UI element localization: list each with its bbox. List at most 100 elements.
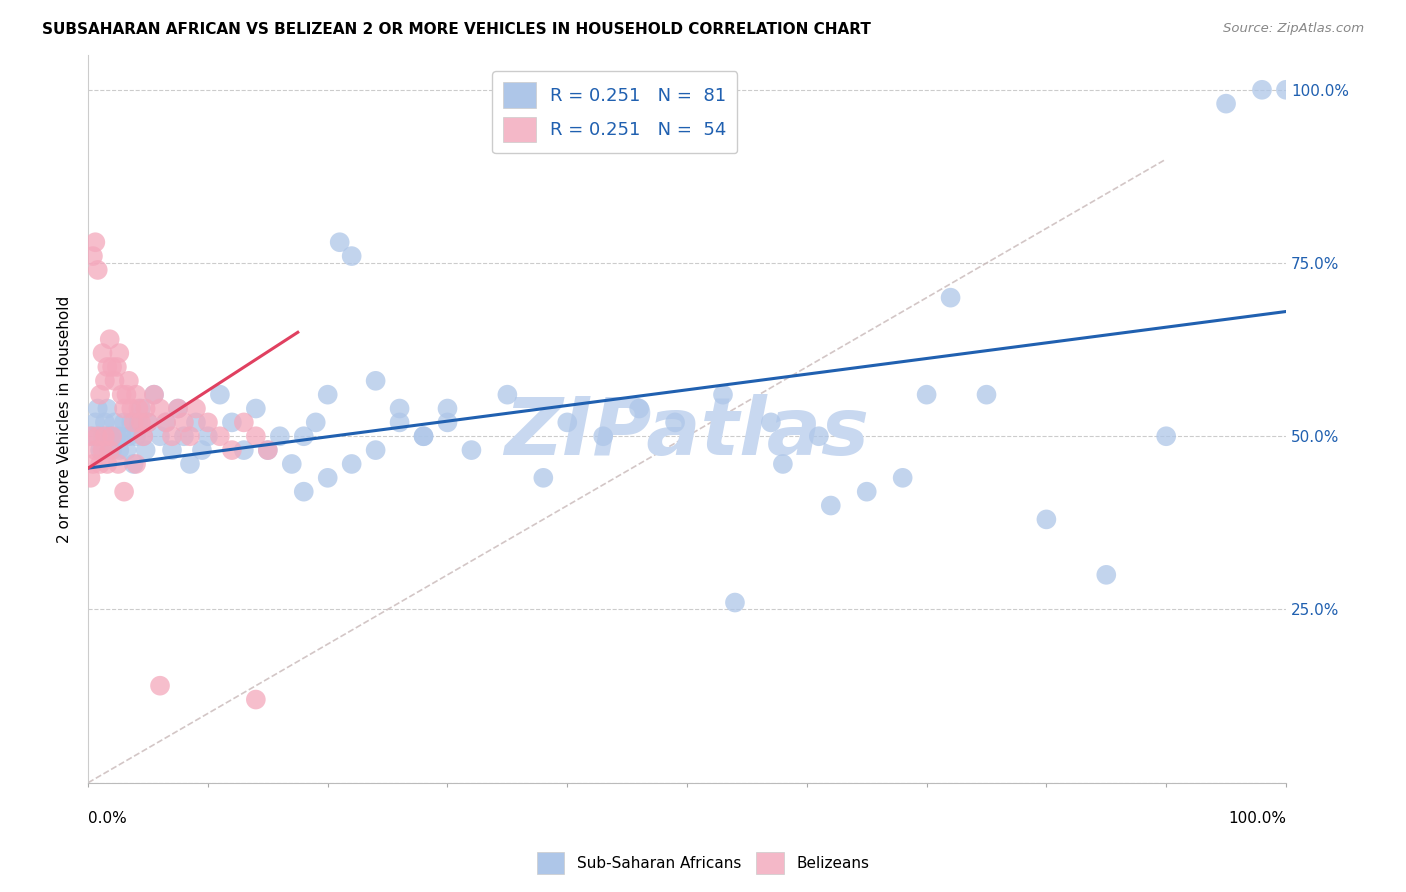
Point	[939, 291, 962, 305]
Point	[179, 429, 201, 443]
Text: SUBSAHARAN AFRICAN VS BELIZEAN 2 OR MORE VEHICLES IN HOUSEHOLD CORRELATION CHART: SUBSAHARAN AFRICAN VS BELIZEAN 2 OR MORE…	[42, 22, 872, 37]
Point	[436, 416, 458, 430]
Point	[1095, 567, 1118, 582]
Point	[1215, 96, 1237, 111]
Point	[94, 374, 117, 388]
Point	[98, 332, 121, 346]
Point	[772, 457, 794, 471]
Point	[388, 401, 411, 416]
Point	[91, 346, 114, 360]
Point	[120, 401, 142, 416]
Point	[155, 416, 177, 430]
Legend: R = 0.251   N =  81, R = 0.251   N =  54: R = 0.251 N = 81, R = 0.251 N = 54	[492, 71, 737, 153]
Point	[711, 387, 734, 401]
Point	[160, 443, 183, 458]
Point	[664, 416, 686, 430]
Point	[129, 416, 152, 430]
Point	[759, 416, 782, 430]
Point	[82, 429, 104, 443]
Point	[364, 374, 387, 388]
Point	[94, 416, 117, 430]
Point	[84, 416, 107, 430]
Point	[191, 443, 214, 458]
Point	[129, 401, 152, 416]
Point	[256, 443, 278, 458]
Point	[915, 387, 938, 401]
Point	[197, 416, 219, 430]
Point	[149, 679, 172, 693]
Point	[364, 443, 387, 458]
Point	[115, 387, 138, 401]
Point	[160, 429, 183, 443]
Legend: Sub-Saharan Africans, Belizeans: Sub-Saharan Africans, Belizeans	[531, 846, 875, 880]
Point	[628, 401, 651, 416]
Point	[340, 457, 363, 471]
Point	[245, 692, 267, 706]
Point	[305, 416, 328, 430]
Point	[91, 443, 114, 458]
Point	[98, 429, 121, 443]
Point	[101, 429, 124, 443]
Point	[98, 443, 121, 458]
Point	[1275, 83, 1298, 97]
Point	[79, 471, 101, 485]
Point	[197, 429, 219, 443]
Text: 100.0%: 100.0%	[1227, 811, 1286, 826]
Point	[101, 443, 124, 458]
Point	[112, 401, 135, 416]
Point	[105, 359, 128, 374]
Point	[976, 387, 998, 401]
Point	[496, 387, 519, 401]
Point	[221, 416, 243, 430]
Point	[555, 416, 578, 430]
Point	[89, 443, 111, 458]
Point	[125, 457, 148, 471]
Point	[112, 416, 135, 430]
Point	[820, 499, 842, 513]
Point	[184, 401, 207, 416]
Point	[136, 416, 159, 430]
Point	[122, 416, 145, 430]
Point	[91, 429, 114, 443]
Point	[592, 429, 614, 443]
Point	[149, 429, 172, 443]
Point	[807, 429, 830, 443]
Point	[412, 429, 434, 443]
Point	[107, 457, 129, 471]
Point	[173, 416, 195, 430]
Point	[132, 429, 155, 443]
Point	[245, 401, 267, 416]
Point	[531, 471, 554, 485]
Point	[82, 249, 104, 263]
Point	[208, 387, 231, 401]
Point	[232, 416, 254, 430]
Point	[436, 401, 458, 416]
Point	[122, 457, 145, 471]
Point	[143, 387, 166, 401]
Point	[120, 416, 142, 430]
Point	[82, 457, 104, 471]
Point	[111, 387, 134, 401]
Point	[167, 401, 190, 416]
Point	[208, 429, 231, 443]
Y-axis label: 2 or more Vehicles in Household: 2 or more Vehicles in Household	[58, 295, 72, 542]
Point	[179, 457, 201, 471]
Point	[340, 249, 363, 263]
Point	[125, 429, 148, 443]
Point	[108, 443, 131, 458]
Point	[127, 416, 149, 430]
Point	[84, 235, 107, 250]
Point	[184, 416, 207, 430]
Text: 0.0%: 0.0%	[89, 811, 127, 826]
Point	[118, 374, 141, 388]
Point	[87, 429, 110, 443]
Point	[221, 443, 243, 458]
Point	[96, 457, 118, 471]
Point	[143, 387, 166, 401]
Point	[173, 429, 195, 443]
Point	[132, 429, 155, 443]
Point	[316, 471, 339, 485]
Point	[135, 401, 157, 416]
Point	[292, 484, 315, 499]
Point	[103, 374, 125, 388]
